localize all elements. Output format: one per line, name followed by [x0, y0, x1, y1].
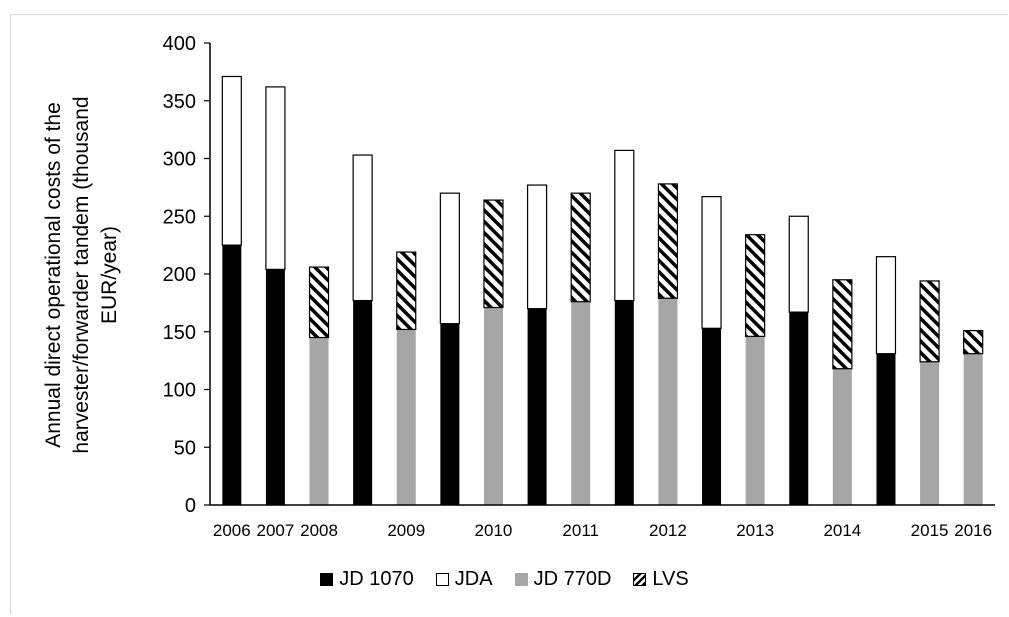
bar-segment-jda [875, 256, 897, 355]
y-tick-label: 50 [174, 437, 196, 459]
stacked-bar-chart: Annual direct operational costs of the ha… [42, 33, 995, 540]
bar-segment-jd-1070 [353, 300, 373, 505]
y-tick-label: 350 [163, 91, 196, 113]
legend-item: JD 1070 [320, 568, 414, 591]
bar-segment-jd-1070 [265, 269, 285, 505]
legend-label: JD 1070 [339, 568, 414, 590]
bar-segment-jd-770d [832, 368, 852, 505]
y-axis-title: Annual direct operational costs of the ha… [42, 96, 121, 453]
legend-label: JDA [454, 568, 493, 590]
bar-segment-lvs [483, 199, 504, 309]
bar-segment-jd-770d [483, 307, 503, 505]
x-tick-label: 2007 [257, 521, 295, 540]
bar-segment-jd-770d [963, 353, 983, 505]
legend-swatch [320, 573, 334, 586]
bar-segment-lvs [657, 183, 679, 299]
y-tick-label: 400 [163, 33, 196, 55]
bar-segment-lvs [745, 234, 766, 337]
bar-segment-lvs [963, 329, 984, 355]
legend-swatch [514, 573, 528, 586]
legend-label: LVS [652, 568, 689, 590]
bar-segment-jda [526, 184, 548, 310]
x-tick-label: 2015 [911, 521, 949, 540]
bar-segment-jd-770d [309, 337, 329, 505]
bar-segment-lvs [570, 192, 591, 303]
legend-item: LVS [633, 568, 689, 591]
chart-frame [10, 14, 1008, 614]
bar-segment-jd-770d [745, 336, 765, 505]
bar-segment-lvs [396, 251, 417, 331]
bar-segment-jd-1070 [702, 328, 722, 505]
y-tick-label: 100 [163, 380, 196, 402]
bar-segment-jd-770d [658, 298, 678, 505]
x-axis: 2006 2007 2008 2009 2010 2011 2012 2013 2014 2015… [210, 504, 995, 540]
x-tick-label: 2010 [475, 521, 513, 540]
y-tick-label: 200 [163, 264, 196, 286]
bar-segment-jd-1070 [876, 353, 896, 505]
bar-segment-jd-770d [396, 329, 416, 505]
bar-segment-jd-1070 [789, 312, 809, 505]
y-tick-label: 250 [163, 206, 196, 228]
x-tick-label: 2012 [649, 521, 687, 540]
y-axis-title-line: harvester/forwarder tandem (thousand [70, 96, 93, 453]
bar-segment-jda [788, 215, 809, 313]
x-tick-label: 2014 [823, 521, 861, 540]
legend: JD 1070 JDA JD 770D LVS [0, 568, 1009, 591]
bar-segment-jd-770d [920, 361, 940, 505]
y-tick-label: 150 [163, 322, 196, 344]
bar-segment-lvs [308, 266, 330, 339]
x-tick-label: 2013 [736, 521, 774, 540]
bar-segment-jd-1070 [222, 245, 242, 505]
y-axis: 0 50 100 150 200 250 300 350 400 [163, 33, 211, 517]
bar-segment-jda [265, 86, 286, 270]
x-tick-label: 2006 [213, 521, 251, 540]
bar-segment-jda [352, 154, 373, 302]
legend-item: JD 770D [514, 568, 612, 591]
legend-item: JDA [435, 568, 493, 591]
y-tick-label: 300 [163, 149, 196, 171]
y-axis-title-line: EUR/year) [98, 226, 121, 324]
bar-segment-jda [221, 75, 242, 246]
bar-segment-jda [614, 149, 635, 302]
bar-segment-jd-770d [571, 301, 591, 505]
bar-segment-lvs [919, 280, 940, 363]
bar-segment-jd-1070 [527, 308, 547, 505]
bars [221, 75, 984, 505]
x-tick-label: 2008 [300, 521, 338, 540]
legend-label: JD 770D [533, 568, 612, 590]
bar-segment-jd-1070 [614, 300, 634, 505]
x-tick-label: 2016 [954, 521, 992, 540]
bar-segment-lvs [832, 279, 853, 370]
x-tick-label: 2011 [562, 521, 599, 540]
bar-segment-jda [439, 192, 460, 325]
bar-segment-jd-1070 [440, 323, 460, 505]
y-axis-title-line: Annual direct operational costs of the [42, 102, 65, 448]
bar-segment-jda [701, 196, 722, 329]
legend-swatch [435, 573, 449, 586]
x-tick-label: 2009 [387, 521, 425, 540]
legend-swatch [633, 573, 647, 586]
y-tick-label: 0 [185, 495, 196, 517]
